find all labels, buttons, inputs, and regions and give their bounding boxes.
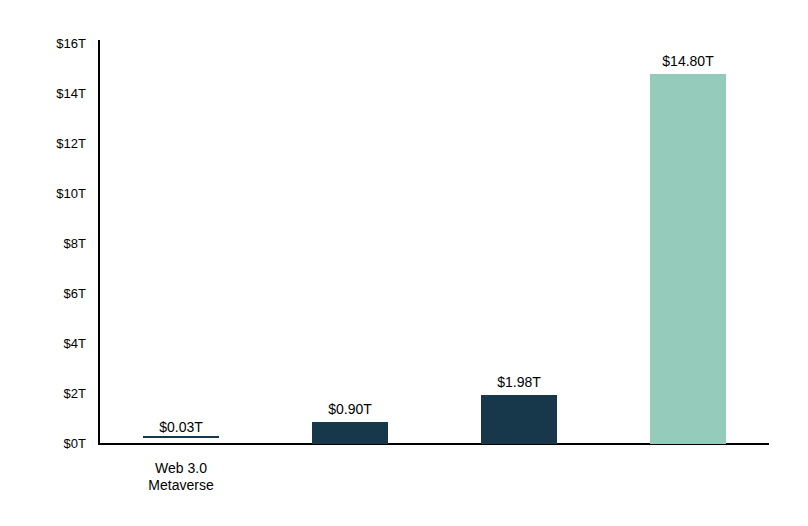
bar-value-label: $0.03T bbox=[143, 419, 219, 436]
category-label-line: Web 3.0 bbox=[111, 460, 251, 477]
y-axis-tick-label: $2T bbox=[0, 386, 86, 402]
y-axis-tick-label: $8T bbox=[0, 236, 86, 252]
y-axis-tick-label: $4T bbox=[0, 336, 86, 352]
bar-value-label: $0.90T bbox=[312, 401, 388, 418]
bar bbox=[481, 395, 557, 445]
y-axis-tick-label: $6T bbox=[0, 286, 86, 302]
category-label: Web 3.0Metaverse bbox=[111, 460, 251, 494]
y-axis-tick-label: $12T bbox=[0, 136, 86, 152]
bar-value-label: $14.80T bbox=[650, 53, 726, 70]
y-axis-tick-label: $0T bbox=[0, 436, 86, 452]
y-axis-tick-label: $16T bbox=[0, 36, 86, 52]
bar-value-label: $1.98T bbox=[481, 374, 557, 391]
y-axis-tick-label: $10T bbox=[0, 186, 86, 202]
y-axis-line bbox=[98, 40, 100, 445]
category-label-line: Metaverse bbox=[111, 477, 251, 494]
bar bbox=[143, 436, 219, 438]
bar bbox=[650, 74, 726, 444]
bar-chart: $0T $2T $4T $6T $8T $10T $12T $14T $16T $0.03T We… bbox=[0, 0, 808, 526]
y-axis-tick-label: $14T bbox=[0, 86, 86, 102]
bar bbox=[312, 422, 388, 445]
